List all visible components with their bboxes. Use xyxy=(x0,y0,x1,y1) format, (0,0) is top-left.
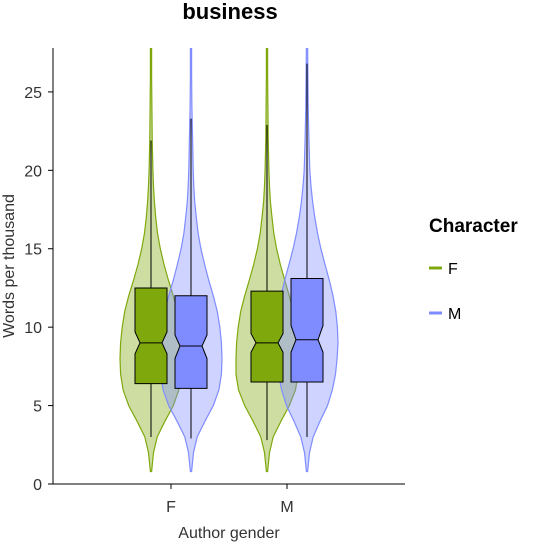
y-ticks: 0 5 10 15 20 25 xyxy=(24,85,53,494)
box-f-m xyxy=(250,290,284,383)
x-axis-label: Author gender xyxy=(178,525,280,542)
legend: Character F M xyxy=(429,216,518,323)
y-tick-label: 20 xyxy=(24,163,42,180)
chart-title: business xyxy=(182,0,277,24)
y-tick-label: 25 xyxy=(24,85,42,102)
y-tick-label: 5 xyxy=(33,399,42,416)
y-tick-label: 10 xyxy=(24,320,42,337)
x-tick-label: F xyxy=(166,499,176,516)
legend-label-m: M xyxy=(448,306,461,323)
y-tick-label: 15 xyxy=(24,242,42,259)
box-f-f xyxy=(134,287,168,385)
y-axis-label: Words per thousand xyxy=(1,194,18,338)
box-m-f xyxy=(174,295,208,389)
legend-title: Character xyxy=(429,216,518,237)
legend-label-f: F xyxy=(448,261,458,278)
plot-area xyxy=(119,48,339,473)
x-tick-label: M xyxy=(280,499,293,516)
y-tick-label: 0 xyxy=(33,477,42,494)
box-m-m xyxy=(290,278,324,383)
